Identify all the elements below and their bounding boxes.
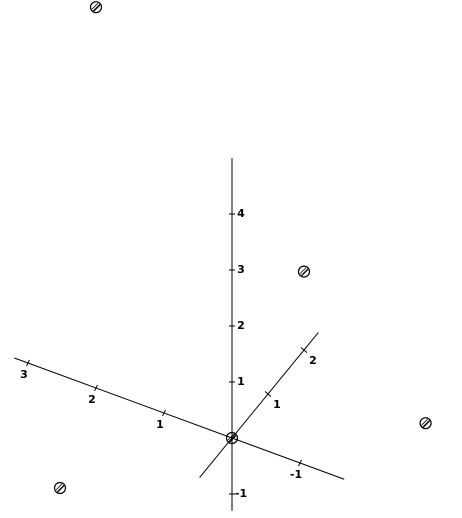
tick-mark	[162, 409, 166, 417]
tick-label: 3	[20, 368, 28, 381]
point-hatch	[57, 485, 65, 493]
tick-label: 4	[237, 207, 245, 220]
point	[89, 1, 103, 14]
tick-mark	[264, 391, 272, 397]
tick-mark	[26, 359, 30, 367]
tick-mark	[300, 347, 308, 353]
point-ring	[297, 265, 311, 278]
tick-label: 2	[309, 354, 317, 367]
point-hatch	[92, 3, 101, 12]
tick-label: 1	[237, 375, 245, 388]
point-hatch	[229, 435, 237, 443]
tick-label: 1	[156, 418, 164, 431]
tick-mark	[298, 459, 302, 467]
x-axis	[14, 357, 345, 480]
point-hatch	[93, 4, 101, 12]
point-hatch	[300, 268, 309, 276]
point-hatch	[423, 420, 430, 428]
point-hatch	[421, 418, 428, 426]
tick-label: 2	[88, 393, 96, 406]
point	[297, 265, 311, 278]
tick-label: 3	[237, 263, 245, 276]
tick-mark	[94, 384, 98, 392]
point	[419, 417, 432, 430]
point-hatch	[299, 267, 307, 274]
point-hatch	[422, 419, 430, 428]
y-axis	[199, 332, 319, 478]
point-hatch	[91, 2, 99, 10]
point-hatch	[301, 269, 309, 276]
point-ring	[419, 417, 432, 430]
point	[53, 481, 67, 495]
point-ring	[225, 431, 239, 445]
tick-label: 1	[273, 398, 281, 411]
point-hatch	[56, 484, 65, 493]
tick-label: 2	[237, 319, 245, 332]
point-hatch	[55, 483, 63, 491]
tick-label: -1	[235, 487, 247, 500]
point-ring	[53, 481, 67, 495]
point	[225, 431, 239, 445]
point-hatch	[228, 434, 237, 443]
point-ring	[89, 1, 103, 14]
tick-label: -1	[290, 468, 302, 481]
point-hatch	[227, 433, 235, 441]
